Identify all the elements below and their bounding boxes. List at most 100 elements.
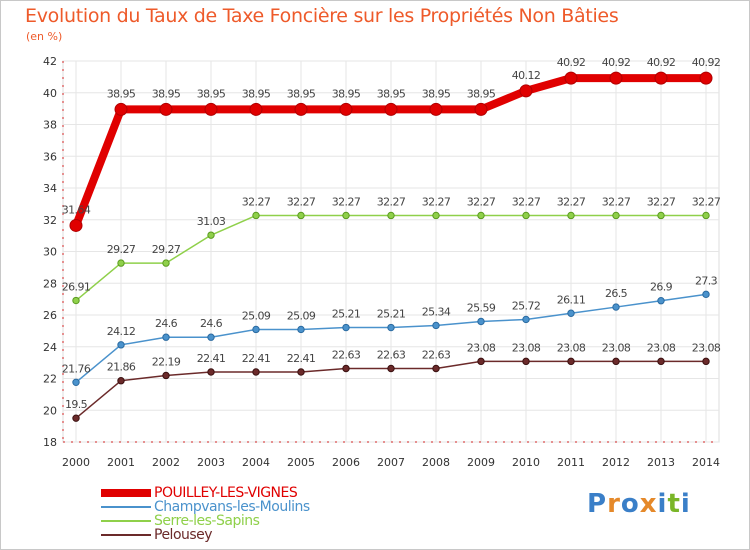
data-label: 32.27 bbox=[692, 195, 721, 208]
legend-swatch bbox=[101, 506, 151, 508]
y-tick-label: 34 bbox=[43, 182, 57, 195]
data-label: 19.5 bbox=[65, 398, 88, 411]
data-label: 32.27 bbox=[467, 195, 496, 208]
x-tick-label: 2009 bbox=[467, 456, 495, 469]
data-label: 32.27 bbox=[602, 195, 631, 208]
data-label: 38.95 bbox=[197, 87, 226, 100]
data-point bbox=[522, 357, 530, 366]
legend-swatch bbox=[101, 520, 151, 522]
data-point bbox=[252, 211, 260, 220]
data-label: 25.21 bbox=[377, 308, 406, 321]
y-tick-label: 42 bbox=[43, 55, 57, 68]
data-point bbox=[342, 323, 350, 332]
x-tick-label: 2011 bbox=[557, 456, 585, 469]
data-point bbox=[699, 71, 713, 85]
y-tick-label: 20 bbox=[43, 404, 57, 417]
data-point bbox=[117, 259, 125, 267]
data-point bbox=[612, 211, 620, 220]
data-point bbox=[252, 368, 260, 376]
legend-item: Serre-les-Sapins bbox=[101, 514, 310, 528]
data-point bbox=[297, 211, 305, 220]
data-label: 26.11 bbox=[557, 293, 586, 306]
y-tick-label: 26 bbox=[43, 309, 57, 322]
data-point bbox=[432, 364, 440, 373]
data-point bbox=[252, 325, 260, 334]
data-label: 25.59 bbox=[467, 302, 496, 315]
data-label: 38.95 bbox=[332, 87, 361, 100]
logo-letter: t bbox=[667, 489, 681, 519]
data-point bbox=[477, 317, 485, 326]
y-tick-label: 36 bbox=[43, 150, 57, 163]
data-label: 31.64 bbox=[62, 203, 91, 216]
data-label: 22.41 bbox=[242, 352, 271, 365]
y-tick-label: 28 bbox=[43, 277, 57, 290]
legend-label: POUILLEY-LES-VIGNES bbox=[154, 485, 298, 501]
data-point bbox=[387, 323, 395, 332]
data-point bbox=[702, 211, 710, 220]
data-label: 38.95 bbox=[107, 87, 136, 100]
x-tick-label: 2000 bbox=[62, 456, 90, 469]
data-point bbox=[657, 357, 665, 366]
data-point bbox=[612, 357, 620, 366]
data-point bbox=[339, 102, 353, 116]
data-label: 21.86 bbox=[107, 361, 136, 374]
data-point bbox=[384, 102, 398, 116]
x-tick-label: 2010 bbox=[512, 456, 540, 469]
data-label: 32.27 bbox=[287, 195, 316, 208]
data-point bbox=[702, 290, 710, 299]
data-point bbox=[564, 71, 578, 85]
data-label: 32.27 bbox=[332, 195, 361, 208]
data-label: 29.27 bbox=[107, 243, 136, 256]
data-label: 23.08 bbox=[692, 341, 721, 354]
data-point bbox=[207, 368, 215, 376]
logo-letter: i bbox=[680, 489, 691, 519]
data-point bbox=[249, 102, 263, 116]
series-lines bbox=[69, 71, 713, 422]
data-label: 32.27 bbox=[242, 195, 271, 208]
logo-letter: r bbox=[607, 489, 621, 519]
x-tick-label: 2004 bbox=[242, 456, 270, 469]
data-label: 40.92 bbox=[557, 56, 586, 69]
y-tick-label: 38 bbox=[43, 119, 57, 132]
data-point bbox=[612, 303, 620, 311]
data-label: 22.19 bbox=[152, 355, 181, 368]
data-point bbox=[72, 414, 80, 422]
data-point bbox=[297, 325, 305, 334]
logo-letter: o bbox=[620, 489, 640, 519]
data-label: 40.92 bbox=[692, 56, 721, 69]
data-label: 23.08 bbox=[512, 341, 541, 354]
x-tick-label: 2012 bbox=[602, 456, 630, 469]
data-point bbox=[387, 211, 395, 220]
data-label: 24.12 bbox=[107, 325, 136, 338]
x-tick-label: 2008 bbox=[422, 456, 450, 469]
x-tick-label: 2007 bbox=[377, 456, 405, 469]
y-tick-label: 40 bbox=[43, 87, 57, 100]
data-label: 23.08 bbox=[647, 341, 676, 354]
data-label: 38.95 bbox=[377, 87, 406, 100]
data-label: 24.6 bbox=[200, 317, 223, 330]
data-label: 32.27 bbox=[422, 195, 451, 208]
legend-item: Pelousey bbox=[101, 528, 310, 542]
data-point bbox=[654, 71, 668, 85]
logo-letter: P bbox=[587, 489, 608, 519]
chart-title: Evolution du Taux de Taxe Foncière sur l… bbox=[25, 5, 619, 27]
data-point bbox=[387, 364, 395, 373]
data-label: 38.95 bbox=[422, 87, 451, 100]
data-label: 32.27 bbox=[647, 195, 676, 208]
data-label: 40.92 bbox=[647, 56, 676, 69]
data-label: 23.08 bbox=[467, 341, 496, 354]
data-point bbox=[114, 102, 128, 116]
y-tick-label: 18 bbox=[43, 436, 57, 449]
data-point bbox=[477, 211, 485, 220]
axes: 18 20 22 24 26 28 30 32 34 36 38 40 42 2000 2001 2002 20… bbox=[43, 55, 720, 469]
data-point bbox=[162, 371, 170, 380]
data-label: 32.27 bbox=[512, 195, 541, 208]
data-point bbox=[159, 102, 173, 116]
data-point bbox=[207, 231, 215, 239]
data-label: 26.91 bbox=[62, 281, 91, 294]
y-tick-label: 32 bbox=[43, 214, 57, 227]
data-point bbox=[657, 297, 665, 305]
data-point bbox=[474, 102, 488, 116]
x-tick-label: 2002 bbox=[152, 456, 180, 469]
